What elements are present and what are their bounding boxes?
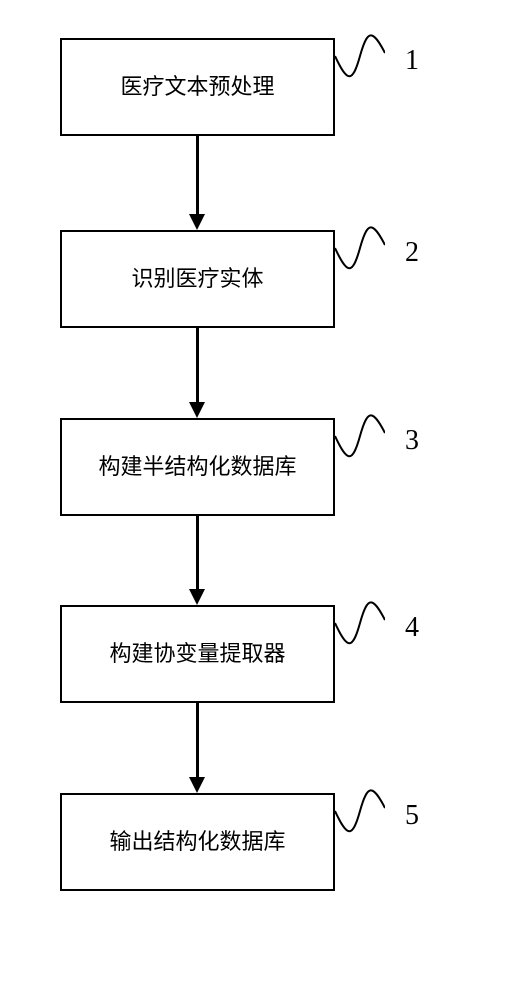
callout-curve-5 (335, 781, 385, 841)
flowchart-container: 医疗文本预处理 1 识别医疗实体 2 构建半结构化数据库 3 构建协变量提取器 4 输出结构化数… (0, 0, 515, 1000)
callout-curve-1 (335, 26, 385, 86)
flow-node-5: 输出结构化数据库 (60, 793, 335, 891)
arrow-line-2 (196, 328, 199, 402)
callout-curve-2 (335, 218, 385, 278)
flow-node-4: 构建协变量提取器 (60, 605, 335, 703)
callout-number-5: 5 (405, 800, 419, 832)
flow-node-label-5: 输出结构化数据库 (109, 827, 285, 858)
callout-number-4: 4 (405, 612, 419, 644)
flow-node-2: 识别医疗实体 (60, 230, 335, 328)
arrow-head-3 (189, 589, 205, 605)
callout-number-1: 1 (405, 45, 419, 77)
flow-node-1: 医疗文本预处理 (60, 38, 335, 136)
callout-number-2: 2 (405, 237, 419, 269)
arrow-line-1 (196, 136, 199, 214)
callout-curve-3 (335, 406, 385, 466)
flow-node-label-4: 构建协变量提取器 (109, 639, 285, 670)
arrow-head-1 (189, 214, 205, 230)
flow-node-3: 构建半结构化数据库 (60, 418, 335, 516)
arrow-line-4 (196, 703, 199, 777)
flow-node-label-3: 构建半结构化数据库 (98, 452, 296, 483)
flow-node-label-1: 医疗文本预处理 (120, 72, 274, 103)
arrow-head-4 (189, 777, 205, 793)
flow-node-label-2: 识别医疗实体 (131, 264, 263, 295)
arrow-line-3 (196, 516, 199, 589)
arrow-head-2 (189, 402, 205, 418)
callout-number-3: 3 (405, 425, 419, 457)
callout-curve-4 (335, 593, 385, 653)
